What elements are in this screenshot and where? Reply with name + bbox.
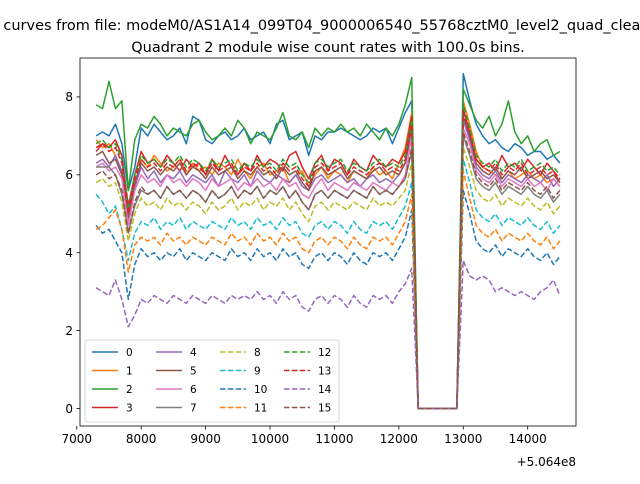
y-tick-label: 8 xyxy=(65,90,73,104)
legend-label-0: 0 xyxy=(126,347,133,359)
series-line-11 xyxy=(95,170,561,410)
axes-frame xyxy=(79,57,577,427)
legend-label-8: 8 xyxy=(254,347,261,359)
x-tick-label: 7000 xyxy=(62,432,93,446)
x-tick-label: 10000 xyxy=(251,432,289,446)
series-group xyxy=(95,72,561,410)
series-line-15 xyxy=(95,131,561,410)
series-line-0 xyxy=(95,72,561,410)
series-line-2 xyxy=(95,76,561,410)
x-tick-label: 8000 xyxy=(126,432,157,446)
x-tick-label: 14000 xyxy=(509,432,547,446)
x-tick-label: 12000 xyxy=(380,432,418,446)
series-line-12 xyxy=(95,103,561,410)
x-tick-label: 11000 xyxy=(315,432,353,446)
legend-label-7: 7 xyxy=(190,402,197,414)
legend-label-1: 1 xyxy=(126,365,133,377)
series-line-8 xyxy=(95,146,561,410)
y-tick-label: 2 xyxy=(65,324,73,338)
series-line-5 xyxy=(95,115,561,410)
series-line-4 xyxy=(95,119,561,410)
series-line-10 xyxy=(95,189,561,410)
y-tick-label: 0 xyxy=(65,402,73,416)
legend-label-6: 6 xyxy=(190,384,197,396)
x-axis-offset-label: +5.064e8 xyxy=(517,455,576,469)
legend-label-12: 12 xyxy=(318,347,331,359)
chart-suptitle: Light curves from file: modeM0/AS1A14_09… xyxy=(0,18,640,34)
legend-label-4: 4 xyxy=(190,347,197,359)
legend-label-9: 9 xyxy=(254,365,261,377)
legend-label-14: 14 xyxy=(318,384,332,396)
legend-label-10: 10 xyxy=(254,384,267,396)
legend-label-2: 2 xyxy=(126,384,133,396)
legend-label-15: 15 xyxy=(318,402,331,414)
chart-title: Quadrant 2 module wise count rates with … xyxy=(131,40,525,56)
series-line-6 xyxy=(95,127,561,410)
series-line-13 xyxy=(95,111,561,410)
plot-area: 7000 8000 9000 10000 11000 12000 13000 14000 0 2 4… xyxy=(62,57,577,446)
legend-label-11: 11 xyxy=(254,402,267,414)
legend-label-5: 5 xyxy=(190,365,197,377)
legend-label-3: 3 xyxy=(126,402,133,414)
series-line-14 xyxy=(95,259,561,410)
x-tick-label: 13000 xyxy=(444,432,482,446)
series-line-9 xyxy=(95,158,561,410)
y-tick-label: 6 xyxy=(65,168,73,182)
legend-box xyxy=(84,339,340,423)
legend-label-13: 13 xyxy=(318,365,331,377)
y-tick-label: 4 xyxy=(65,246,73,260)
x-tick-label: 9000 xyxy=(190,432,221,446)
